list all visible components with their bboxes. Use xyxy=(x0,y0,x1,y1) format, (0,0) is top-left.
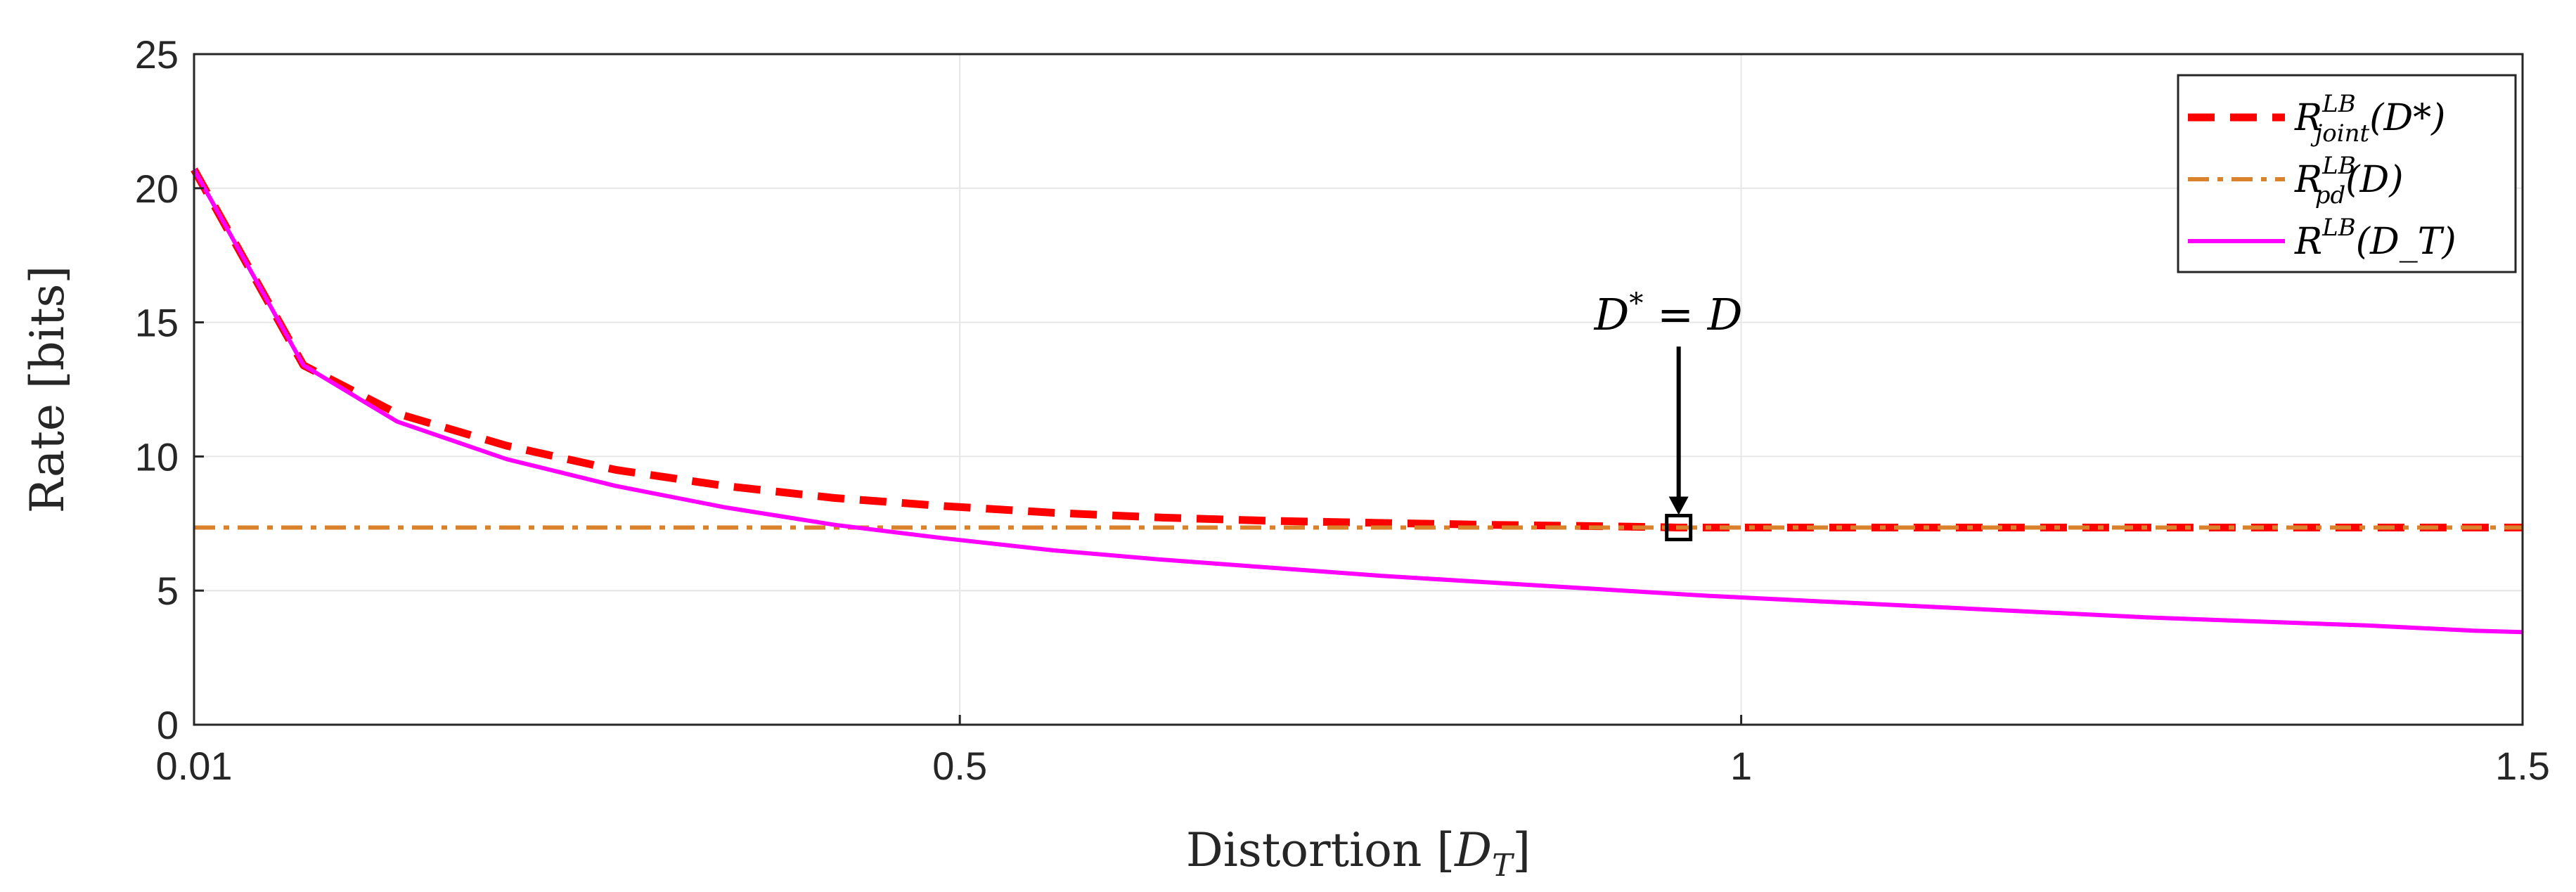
x-tick-label: 1.5 xyxy=(2495,744,2550,788)
legend: RLB joint(D*)RLB pd(D) RLB(D_T) xyxy=(2177,74,2517,273)
x-axis-title: Distortion [DT] xyxy=(1186,823,1531,884)
series-line-rlb xyxy=(192,168,2523,635)
y-tick-label: 25 xyxy=(135,32,179,77)
annotation-label: D* = D xyxy=(1594,287,1743,340)
series-line-joint xyxy=(191,167,2523,531)
axes xyxy=(193,53,2524,726)
y-tick-label: 0 xyxy=(157,703,179,747)
plot-area xyxy=(194,54,2523,725)
y-tick-label: 20 xyxy=(135,167,179,211)
tick-labels: 0.01 0.5 1 1.5 0 5 10 15 20 25 xyxy=(135,32,2550,788)
y-tick-label: 5 xyxy=(157,569,179,613)
y-tick-label: 15 xyxy=(135,301,179,345)
x-tick-label: 0.01 xyxy=(156,744,233,788)
legend-entry-1: RLB joint(D*) xyxy=(2294,90,2445,148)
legend-entry-3: RLB(D_T) xyxy=(2294,214,2456,263)
x-tick-label: 1 xyxy=(1730,744,1752,788)
annotation-marker xyxy=(1665,514,1693,542)
x-tick-label: 0.5 xyxy=(932,744,987,788)
y-tick-label: 10 xyxy=(135,434,179,479)
axis-titles: Distortion [DT] Rate [bits] xyxy=(20,266,1531,884)
y-axis-title: Rate [bits] xyxy=(20,266,75,513)
annotation-arrow-head xyxy=(1668,496,1689,515)
axes-box xyxy=(193,53,2524,726)
annotation: D* = D xyxy=(1594,287,1743,542)
legend-entry-2: RLB pd(D) xyxy=(2294,152,2404,209)
series-group xyxy=(191,167,2523,635)
